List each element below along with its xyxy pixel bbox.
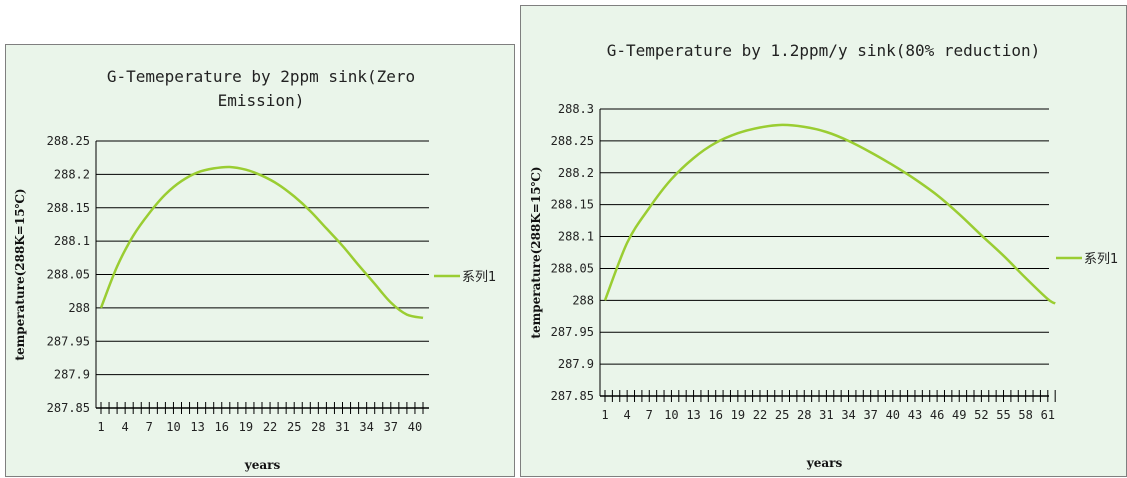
chart-panel-left: G-Temeperature by 2ppm sink(Zero Emissio… [5,44,515,477]
x-tick-label: 13 [190,420,204,434]
y-tick-label: 288.05 [551,261,594,275]
y-tick-label: 287.95 [551,325,594,339]
y-tick-label: 288.15 [47,201,90,215]
chart-title-line-1: G-Temeperature by 2ppm sink(Zero [106,67,416,86]
x-axis-title: years [806,456,843,470]
x-tick-label: 16 [708,408,722,422]
chart-left-svg: 288.25288.2288.15288.1288.05288287.95287… [13,134,496,472]
x-tick-label: 7 [646,408,653,422]
x-tick-label: 58 [1018,408,1032,422]
chart-title-line-2: Emission) [217,91,305,110]
x-tick-label: 22 [753,408,767,422]
x-tick-label: 1 [601,408,608,422]
y-axis-title: temperature(288K=15℃) [13,188,27,360]
x-tick-label: 16 [215,420,229,434]
y-tick-label: 288.3 [558,102,594,116]
x-tick-label: 31 [819,408,833,422]
y-tick-label: 288.1 [558,230,594,244]
chart-title: G-Temperature by 1.2ppm/y sink(80% reduc… [521,39,1126,63]
x-tick-label: 10 [166,420,180,434]
x-tick-label: 37 [384,420,398,434]
y-tick-label: 288.2 [54,167,90,181]
x-axis-title: years [244,458,281,472]
y-tick-label: 287.85 [47,401,90,415]
y-tick-label: 288 [572,293,594,307]
legend-label: 系列1 [1084,252,1118,267]
y-tick-label: 288.25 [551,134,594,148]
y-tick-label: 288 [68,301,90,315]
x-tick-label: 40 [886,408,900,422]
chart-right-svg: 288.3 288.25 288.2 288.15 288.1 288.05 288 287.… [529,102,1118,470]
y-tick-label: 288.2 [558,166,594,180]
x-tick-label: 7 [146,420,153,434]
x-tick-label: 46 [930,408,944,422]
x-tick-label: 25 [287,420,301,434]
x-tick-label: 19 [731,408,745,422]
x-tick-label: 4 [122,420,129,434]
x-tick-label: 22 [263,420,277,434]
series-line-1 [603,123,1056,305]
x-tick-label: 43 [908,408,922,422]
x-tick-label: 34 [841,408,855,422]
x-tick-label: 25 [775,408,789,422]
x-tick-label: 4 [624,408,631,422]
y-tick-label: 287.85 [551,389,594,403]
x-tick-label: 1 [97,420,104,434]
x-tick-label: 49 [952,408,966,422]
x-tick-label: 55 [996,408,1010,422]
x-tick-label: 31 [335,420,349,434]
legend-label: 系列1 [462,270,496,285]
y-tick-label: 288.25 [47,134,90,148]
y-tick-label: 288.15 [551,198,594,212]
x-tick-label: 40 [408,420,422,434]
x-tick-label: 10 [664,408,678,422]
y-axis-title: temperature(288K=15℃) [529,166,543,338]
chart-panel-right: G-Temperature by 1.2ppm/y sink(80% reduc… [520,5,1127,477]
y-tick-label: 288.05 [47,268,90,282]
y-tick-label: 288.1 [54,234,90,248]
x-tick-label: 61 [1041,408,1055,422]
series-line-1 [99,165,424,320]
y-tick-label: 287.9 [54,368,90,382]
chart-title-line-1: G-Temperature by 1.2ppm/y sink(80% reduc… [606,41,1041,60]
x-tick-label: 52 [974,408,988,422]
x-tick-label: 19 [239,420,253,434]
y-tick-label: 287.9 [558,357,594,371]
x-tick-label: 28 [797,408,811,422]
chart-title: G-Temeperature by 2ppm sink(Zero Emissio… [71,65,451,113]
x-tick-label: 34 [359,420,373,434]
x-tick-label: 28 [311,420,325,434]
y-tick-label: 287.95 [47,334,90,348]
x-tick-label: 13 [686,408,700,422]
x-tick-label: 37 [863,408,877,422]
